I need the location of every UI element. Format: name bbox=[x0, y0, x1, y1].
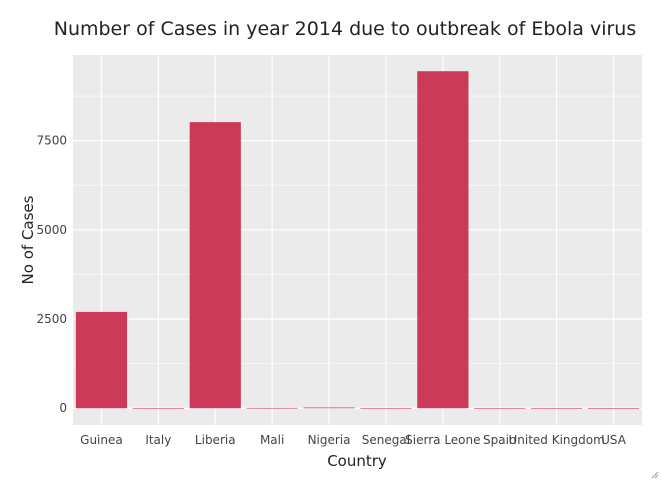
bar-nigeria[interactable] bbox=[303, 407, 355, 409]
bar-senegal[interactable] bbox=[360, 408, 412, 409]
y-axis-title: No of Cases bbox=[19, 195, 37, 284]
bar-spain[interactable] bbox=[474, 408, 526, 409]
x-tick-label: Nigeria bbox=[308, 433, 351, 447]
x-tick-label: United Kingdom bbox=[508, 433, 604, 447]
x-tick-label: Senegal bbox=[362, 433, 410, 447]
y-tick-label: 0 bbox=[59, 401, 67, 415]
chart-title: Number of Cases in year 2014 due to outb… bbox=[54, 18, 637, 40]
x-tick-labels: Guinea Italy Liberia Mali Nigeria SenegalSier… bbox=[80, 433, 627, 447]
y-tick-label: 7500 bbox=[36, 134, 67, 148]
bar-liberia[interactable] bbox=[189, 122, 241, 409]
y-tick-labels: 0 2500 5000 7500 bbox=[36, 134, 67, 416]
x-tick-label: Sierra Leone bbox=[405, 433, 480, 447]
bar-sierra-leone[interactable] bbox=[417, 71, 469, 409]
x-tick-label: Mali bbox=[260, 433, 284, 447]
x-tick-label: USA bbox=[601, 433, 627, 447]
bars bbox=[75, 71, 640, 409]
x-axis-title: Country bbox=[327, 452, 387, 470]
x-tick-label: Spain bbox=[483, 433, 517, 447]
x-tick-label: Italy bbox=[145, 433, 171, 447]
x-tick-label: Guinea bbox=[80, 433, 123, 447]
bar-mali[interactable] bbox=[246, 407, 298, 409]
bar-usa[interactable] bbox=[587, 408, 640, 409]
bar-guinea[interactable] bbox=[75, 311, 128, 409]
y-tick-label: 5000 bbox=[36, 223, 67, 237]
x-tick-label: Liberia bbox=[195, 433, 236, 447]
bar-united-kingdom[interactable] bbox=[531, 408, 583, 409]
resize-grip-icon[interactable] bbox=[649, 469, 659, 479]
y-tick-label: 2500 bbox=[36, 312, 67, 326]
bar-italy[interactable] bbox=[132, 408, 184, 409]
